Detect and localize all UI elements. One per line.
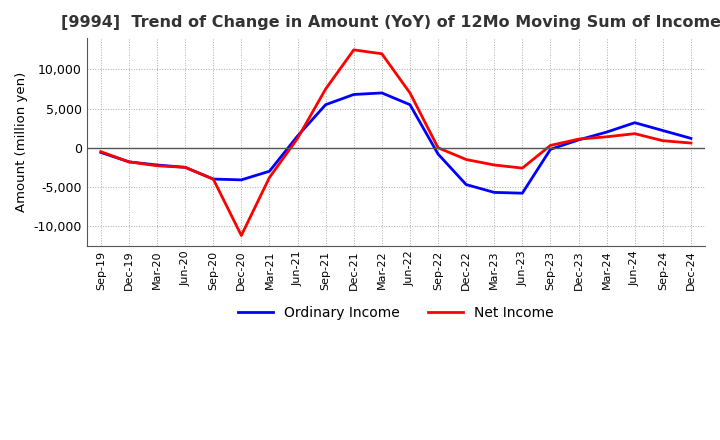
Ordinary Income [125,159,133,165]
Net Income [96,149,105,154]
Ordinary Income [153,162,161,168]
Ordinary Income [490,190,498,195]
Line: Net Income: Net Income [101,50,691,235]
Net Income [349,47,358,52]
Title: [9994]  Trend of Change in Amount (YoY) of 12Mo Moving Sum of Incomes: [9994] Trend of Change in Amount (YoY) o… [61,15,720,30]
Net Income [293,136,302,141]
Net Income [433,145,442,150]
Net Income [321,86,330,92]
Ordinary Income [631,120,639,125]
Ordinary Income [181,165,189,170]
Ordinary Income [603,129,611,135]
Line: Ordinary Income: Ordinary Income [101,93,691,193]
Ordinary Income [518,191,526,196]
Net Income [153,163,161,169]
Ordinary Income [349,92,358,97]
Net Income [631,131,639,136]
Ordinary Income [659,128,667,133]
Ordinary Income [293,133,302,139]
Net Income [209,176,217,182]
Net Income [405,90,414,95]
Ordinary Income [265,169,274,174]
Ordinary Income [96,150,105,155]
Net Income [125,159,133,165]
Ordinary Income [405,102,414,107]
Ordinary Income [575,137,583,143]
Net Income [659,138,667,143]
Ordinary Income [377,90,386,95]
Net Income [518,165,526,171]
Net Income [687,140,696,146]
Net Income [575,136,583,142]
Net Income [265,175,274,180]
Net Income [377,51,386,56]
Ordinary Income [321,102,330,107]
Net Income [181,165,189,170]
Net Income [490,162,498,168]
Net Income [546,143,555,148]
Net Income [603,134,611,139]
Ordinary Income [209,176,217,182]
Y-axis label: Amount (million yen): Amount (million yen) [15,72,28,212]
Ordinary Income [462,182,470,187]
Ordinary Income [687,136,696,141]
Ordinary Income [237,177,246,183]
Legend: Ordinary Income, Net Income: Ordinary Income, Net Income [233,301,559,326]
Net Income [237,233,246,238]
Net Income [462,157,470,162]
Ordinary Income [546,147,555,152]
Ordinary Income [433,151,442,157]
